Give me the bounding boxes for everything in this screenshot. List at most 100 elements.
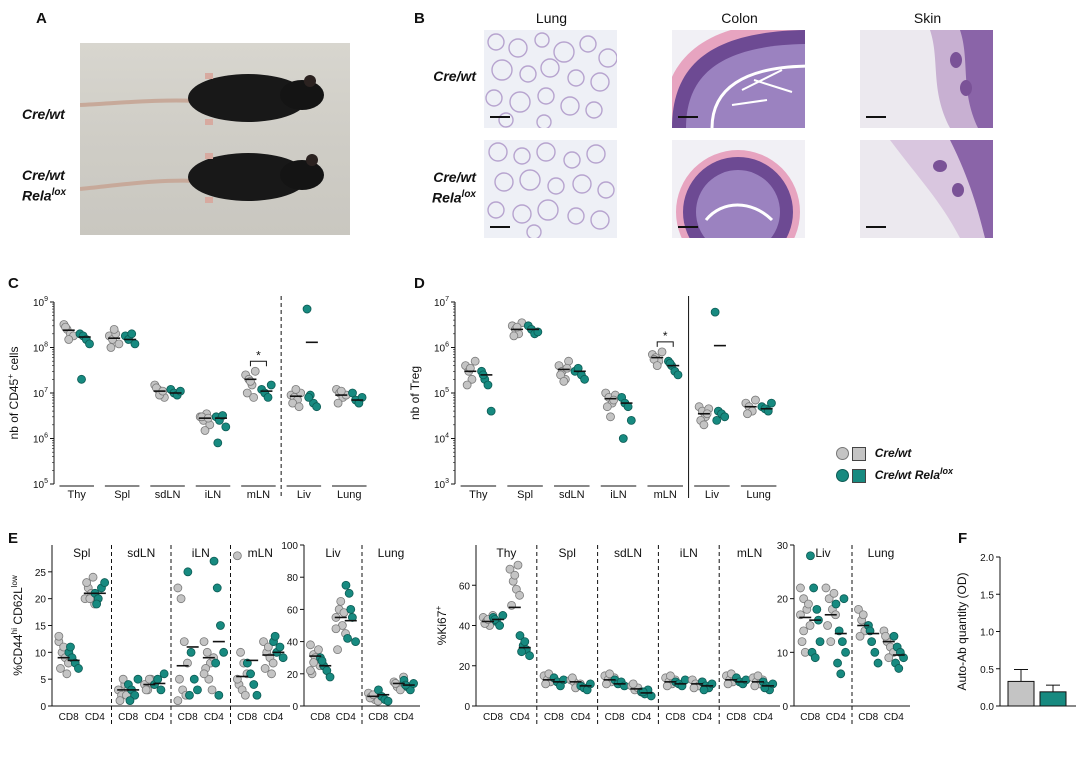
chart-c-dot-wt — [242, 388, 252, 398]
chart-d-dot-ko — [673, 370, 683, 380]
chart-c-ytick-label: 105 — [33, 478, 48, 491]
chart-e2-ytick-label: 0 — [292, 702, 298, 713]
chart-d-ylabel: nb of Treg — [408, 366, 422, 420]
mouse-label-wt: Cre/wt — [22, 106, 65, 122]
chart-e3-dot-ko — [525, 651, 534, 661]
chart-e1-dot-ko — [249, 680, 259, 689]
chart-e1-dot-wt — [56, 664, 65, 673]
chart-e2-dot-wt — [306, 666, 315, 675]
chart-e4-dot-ko — [836, 669, 846, 679]
chart-e3-dot-wt — [541, 679, 551, 689]
chart-e3-xtick-label: CD4 — [692, 712, 712, 723]
chart-e4-xtick-label: CD4 — [826, 712, 846, 723]
chart-d-dot-wt — [606, 412, 615, 422]
chart-e2-dot-ko — [346, 605, 356, 614]
chart-e2-dot-wt — [336, 596, 346, 606]
chart-f-ytick-label: 1.5 — [980, 590, 994, 601]
chart-e3-dot-wt — [602, 679, 611, 689]
chart-e1-dot-wt — [175, 674, 184, 684]
chart-e1-xtick-label: CD8 — [237, 712, 257, 723]
chart-d-ytick-label: 104 — [434, 433, 449, 446]
chart-e3-dot-wt — [567, 673, 577, 683]
chart-d-ytick-label: 105 — [434, 387, 449, 400]
chart-e3-xtick-label: CD4 — [753, 712, 773, 723]
chart-c-dot-ko — [304, 393, 314, 402]
chart-e2-dot-ko — [409, 679, 418, 688]
chart-d-dot-ko — [720, 412, 730, 422]
chart-d-sig-bracket — [656, 341, 674, 347]
chart-d-dot-wt — [559, 376, 569, 386]
chart-e2-dot-wt — [331, 624, 341, 634]
chart-c-dot-wt — [333, 398, 343, 408]
chart-f-ytick-label: 1.0 — [980, 628, 994, 639]
chart-e1-dot-ko — [270, 631, 280, 641]
chart-e4-ytick-label: 10 — [777, 648, 789, 659]
chart-e4-dot-wt — [829, 588, 839, 598]
chart-e2-dot-ko — [383, 696, 393, 706]
chart-e1-ylabel: %CD44hi CD62Llow — [9, 575, 25, 676]
chart-e1-ytick-label: 20 — [35, 595, 47, 606]
chart-c-xtick-label: Thy — [68, 489, 87, 501]
chart-d-dot-wt — [602, 402, 612, 412]
chart-e1-dot-wt — [232, 551, 242, 561]
chart-e1-subpanel-title: iLN — [192, 546, 210, 560]
chart-c-ytick-label: 106 — [33, 433, 48, 446]
chart-e3-dot-wt — [513, 560, 523, 570]
histo-row-label-ko: Cre/wt Relalox — [431, 169, 476, 206]
chart-e4-dot-ko — [833, 658, 842, 668]
chart-e1-dot-wt — [54, 631, 64, 641]
legend-item-wt: Cre/wt — [836, 446, 911, 461]
chart-f-ytick-label: 2.0 — [980, 553, 994, 564]
chart-d-ytick-label: 106 — [434, 342, 449, 355]
chart-c-dot-ko — [266, 380, 276, 390]
chart-e1-dot-ko — [66, 642, 75, 652]
chart-e2-subpanel-title: Liv — [325, 546, 340, 560]
histo-title-colon: Colon — [721, 10, 758, 26]
chart-e4-dot-wt — [858, 610, 868, 620]
chart-e1-dot-ko — [275, 642, 285, 652]
chart-e4-dot-ko — [812, 605, 822, 614]
chart-f-ytick-label: 0.5 — [980, 665, 994, 676]
chart-e3-ytick-label: 60 — [459, 581, 471, 592]
chart-c-dot-wt — [200, 426, 210, 435]
chart-e1-dot-ko — [183, 567, 193, 577]
histo-title-skin: Skin — [913, 10, 942, 26]
chart-d-dot-ko — [710, 307, 720, 317]
chart-e1-subpanel-title: mLN — [248, 546, 273, 560]
chart-e1-dot-ko — [278, 653, 288, 663]
chart-e4-dot-ko — [841, 647, 850, 657]
chart-e2-ytick-label: 60 — [287, 605, 299, 616]
chart-e1-dot-wt — [85, 594, 95, 604]
histo-colon-wt — [672, 30, 805, 128]
histo-skin-ko — [860, 140, 993, 238]
chart-d-dot-ko — [712, 415, 722, 425]
histo-colon-ko — [672, 140, 805, 238]
chart-d-dot-wt — [699, 420, 709, 430]
chart-c-ytick-label: 107 — [33, 387, 48, 400]
chart-e2-dot-wt — [333, 645, 342, 655]
chart-c-ylabel: nb of CD45+ cells — [5, 347, 21, 440]
chart-c-dot-wt — [291, 384, 301, 394]
chart-c-xtick-label: sdLN — [155, 489, 181, 501]
chart-e4-dot-wt — [797, 637, 807, 646]
chart-c-xtick-label: mLN — [247, 489, 270, 501]
chart-e4-xtick-label: CD8 — [800, 712, 820, 723]
chart-e1-dot-ko — [100, 578, 110, 587]
chart-e2-ytick-label: 20 — [287, 670, 299, 681]
chart-e4-dot-ko — [837, 637, 847, 646]
chart-e1-dot-ko — [92, 599, 102, 609]
panel-label-e: E — [8, 530, 19, 547]
chart-e3-xtick-label: CD4 — [571, 712, 591, 723]
panel-label-d: D — [414, 275, 425, 292]
chart-e1-dot-wt — [263, 642, 273, 652]
chart-c-dot-wt — [61, 322, 70, 332]
chart-f-bar-wt — [1007, 680, 1035, 707]
chart-c-sig-bracket — [249, 360, 267, 367]
chart-c-dot-ko — [263, 393, 273, 402]
chart-d-sig-label: * — [663, 329, 668, 343]
chart-e1-dot-wt — [267, 669, 276, 679]
chart-e2-dot-ko — [351, 637, 360, 646]
chart-e4-subpanel-title: Lung — [868, 546, 895, 560]
chart-e1-ytick-label: 25 — [35, 568, 47, 579]
chart-e1-dot-wt — [260, 664, 270, 673]
